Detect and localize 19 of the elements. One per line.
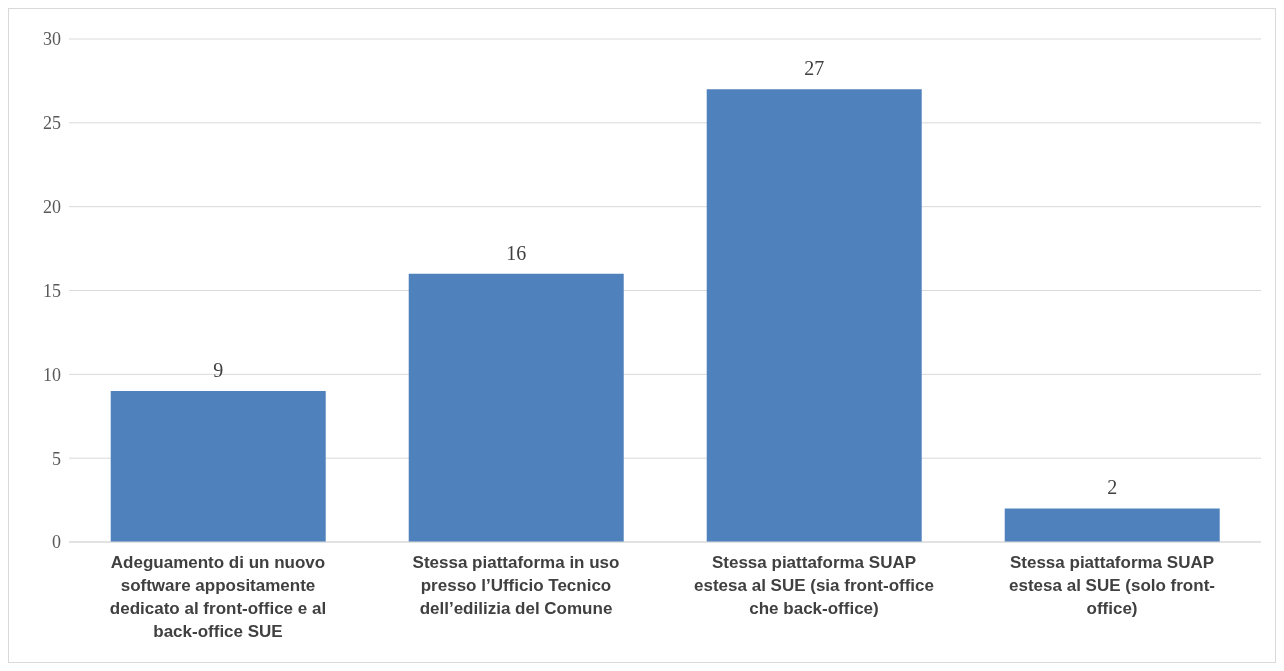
y-tick-label: 10 (43, 364, 61, 385)
y-tick-label: 25 (43, 113, 61, 134)
bar (110, 391, 326, 542)
y-tick-label: 0 (52, 532, 61, 553)
bar (1004, 508, 1220, 542)
y-tick-label: 30 (43, 29, 61, 50)
bar (408, 273, 624, 542)
x-tick-label: Stessa piattaforma in uso presso l’Ufficio Tecnico dell’edilizia del Comune (412, 553, 620, 618)
x-tick-label: Adeguamento di un nuovo software appositamente dedicato al front-office e al back-office SUE (109, 553, 327, 641)
y-tick-label: 20 (43, 197, 61, 218)
y-tick-label: 5 (52, 448, 61, 469)
x-tick-label: Stessa piattaforma SUAP estesa al SUE (solo front-office) (1009, 553, 1215, 618)
x-tick-label: Stessa piattaforma SUAP estesa al SUE (sia front-office che back-office) (694, 553, 934, 618)
y-tick-label: 15 (43, 280, 61, 301)
data-label: 27 (804, 57, 825, 80)
data-label: 2 (1107, 476, 1118, 499)
data-label: 9 (213, 359, 224, 382)
bar (706, 89, 922, 542)
data-label: 16 (506, 241, 527, 264)
